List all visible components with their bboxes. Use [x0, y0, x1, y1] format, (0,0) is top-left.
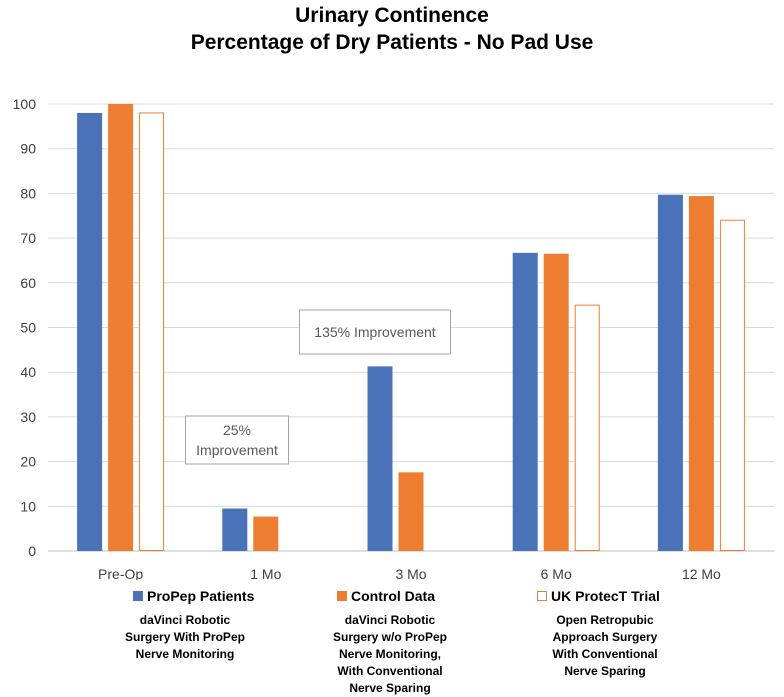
legend-desc-control: daVinci Robotic Surgery w/o ProPep Nerve…: [332, 613, 448, 695]
legend-swatch-control: [337, 591, 347, 601]
x-tick-label: 12 Mo: [682, 566, 721, 580]
bar: [139, 112, 165, 551]
y-tick-label: 40: [20, 364, 36, 380]
y-tick-label: 90: [20, 141, 36, 157]
legend-swatch-uk-protect: [537, 591, 547, 601]
legend-desc-propep: daVinci Robotic Surgery With ProPep Nerv…: [125, 613, 245, 661]
x-tick-label: 3 Mo: [395, 566, 426, 580]
bar: [398, 472, 424, 551]
y-tick-label: 70: [20, 230, 36, 246]
chart-subtitle: Percentage of Dry Patients - No Pad Use: [190, 31, 594, 54]
bar-chart: 0 10 20 30 40 50 60 70 80 90 100 Pre-Op 1 Mo 3 Mo 6 Mo…: [13, 96, 774, 580]
bar: [222, 508, 248, 551]
annotation-text: Improvement: [196, 442, 278, 458]
y-tick-label: 80: [20, 185, 36, 201]
bar: [688, 196, 714, 551]
legend-item-propep: ProPep Patients: [133, 588, 254, 604]
y-tick-label: 100: [13, 96, 37, 112]
y-tick-label: 30: [20, 409, 36, 425]
bar: [719, 219, 745, 551]
x-tick-label: Pre-Op: [98, 566, 143, 580]
x-tick-label: 1 Mo: [250, 566, 281, 580]
y-tick-label: 0: [28, 543, 36, 559]
bar: [512, 252, 538, 551]
legend-swatch-propep: [133, 591, 143, 601]
bar: [367, 366, 393, 551]
y-tick-label: 50: [20, 320, 36, 336]
annotation-text: 135% Improvement: [314, 324, 436, 340]
legend-label-uk-protect: UK ProtecT Trial: [551, 588, 660, 604]
bar: [574, 304, 600, 551]
y-tick-label: 20: [20, 454, 36, 470]
chart-title: Urinary Continence: [295, 4, 489, 27]
legend-desc-uk-protect: Open Retropubic Approach Surgery With Co…: [552, 613, 658, 678]
bar: [108, 104, 134, 551]
annotation-text: 25%: [223, 422, 251, 438]
legend-item-uk-protect: UK ProtecT Trial: [537, 588, 660, 604]
y-tick-label: 10: [20, 498, 36, 514]
y-tick-label: 60: [20, 275, 36, 291]
bar: [657, 194, 683, 551]
legend-item-control: Control Data: [337, 588, 435, 604]
bar: [253, 516, 279, 551]
bar: [543, 253, 569, 551]
legend-label-propep: ProPep Patients: [147, 588, 255, 604]
annotation-box: [185, 415, 289, 465]
x-tick-label: 6 Mo: [541, 566, 572, 580]
annotation-box: [299, 309, 451, 355]
legend-label-control: Control Data: [351, 588, 435, 604]
bar: [77, 112, 103, 551]
